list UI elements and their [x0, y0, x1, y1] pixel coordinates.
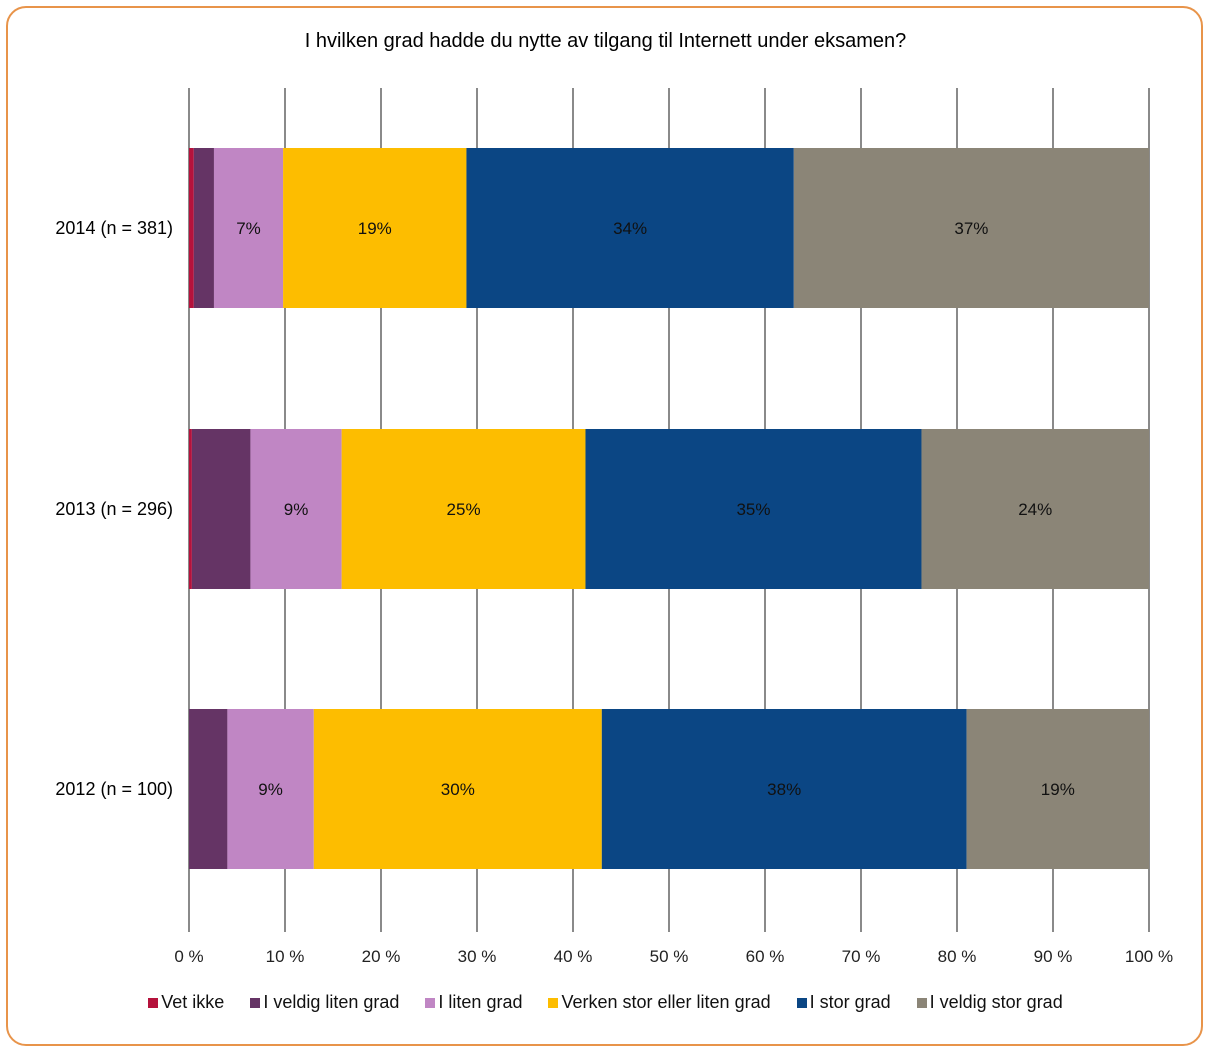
legend-label: I liten grad: [438, 992, 523, 1012]
bar-segment: [921, 429, 1149, 589]
legend-swatch: [148, 997, 159, 1008]
bar-segment: [283, 148, 467, 308]
bar-segment: [313, 709, 602, 869]
bar-segment: [189, 429, 192, 589]
legend-item: I stor grad: [796, 992, 891, 1013]
bar-segment: [793, 148, 1149, 308]
legend-item: Vet ikke: [148, 992, 224, 1013]
legend-item: I veldig stor grad: [916, 992, 1063, 1013]
data-label: 38%: [767, 780, 801, 799]
bar-segment: [250, 429, 342, 589]
legend-swatch: [548, 997, 559, 1008]
x-tick-label: 20 %: [362, 947, 401, 966]
x-tick-label: 10 %: [266, 947, 305, 966]
x-tick-label: 40 %: [554, 947, 593, 966]
y-category-label: 2013 (n = 296): [55, 499, 173, 519]
bar-segment: [189, 709, 228, 869]
x-tick-label: 60 %: [746, 947, 785, 966]
legend-item: Verken stor eller liten grad: [548, 992, 771, 1013]
bar-segment: [213, 148, 284, 308]
legend-swatch: [916, 997, 927, 1008]
data-label: 37%: [954, 219, 988, 238]
bar-segment: [466, 148, 794, 308]
bar-segment: [585, 429, 922, 589]
x-tick-label: 90 %: [1034, 947, 1073, 966]
bar-segment: [341, 429, 586, 589]
data-label: 19%: [358, 219, 392, 238]
x-tick-label: 50 %: [650, 947, 689, 966]
bar-segment: [191, 429, 251, 589]
data-label: 25%: [447, 500, 481, 519]
legend-swatch: [250, 997, 261, 1008]
x-tick-label: 0 %: [174, 947, 203, 966]
legend-swatch: [425, 997, 436, 1008]
x-tick-label: 80 %: [938, 947, 977, 966]
chart-legend: Vet ikke I veldig liten grad I liten grad V…: [0, 992, 1211, 1013]
legend-swatch: [796, 997, 807, 1008]
bar-segment: [966, 709, 1149, 869]
data-label: 34%: [613, 219, 647, 238]
data-label: 30%: [441, 780, 475, 799]
bar-segment: [189, 148, 194, 308]
legend-item: I liten grad: [425, 992, 522, 1013]
x-tick-label: 70 %: [842, 947, 881, 966]
data-label: 9%: [258, 780, 283, 799]
chart-title: I hvilken grad hadde du nytte av tilgang…: [304, 30, 907, 52]
legend-label: I veldig liten grad: [263, 992, 400, 1012]
bar-segment: [601, 709, 967, 869]
x-tick-label: 100 %: [1125, 947, 1173, 966]
legend-label: I stor grad: [809, 992, 891, 1012]
bar-segment: [227, 709, 314, 869]
y-category-label: 2014 (n = 381): [55, 218, 173, 238]
bar-segment: [193, 148, 214, 308]
data-label: 9%: [284, 500, 309, 519]
data-label: 24%: [1018, 500, 1052, 519]
y-category-label: 2012 (n = 100): [55, 779, 173, 799]
legend-label: I veldig stor grad: [929, 992, 1063, 1012]
legend-label: Vet ikke: [161, 992, 225, 1012]
data-label: 35%: [736, 500, 770, 519]
data-label: 7%: [236, 219, 261, 238]
data-label: 19%: [1041, 780, 1075, 799]
legend-label: Verken stor eller liten grad: [561, 992, 771, 1012]
x-tick-label: 30 %: [458, 947, 497, 966]
legend-item: I veldig liten grad: [250, 992, 399, 1013]
